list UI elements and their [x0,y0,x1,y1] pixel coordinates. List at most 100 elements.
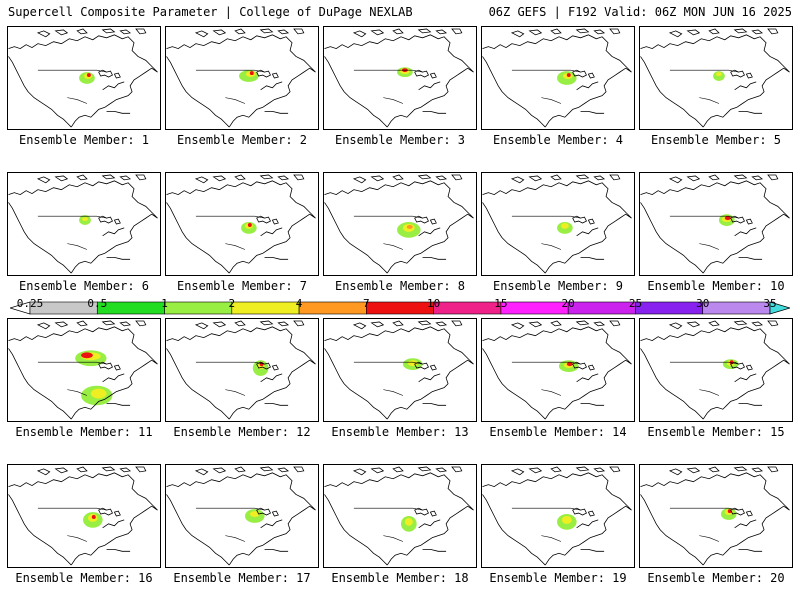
colorbar-segment [231,301,300,315]
ensemble-panel: Ensemble Member: 1 [7,26,161,154]
coastline [8,472,158,566]
border-line [669,361,739,396]
border-line [195,361,265,396]
ensemble-member-caption: Ensemble Member: 17 [173,571,311,585]
great-lakes [256,361,279,371]
arctic-islands [194,174,305,184]
ensemble-map [165,26,319,130]
ensemble-panel: Ensemble Member: 5 [639,26,793,154]
ensemble-map [7,172,161,276]
ensemble-panel: Ensemble Member: 17 [165,464,319,592]
colorbar-tick-label: 4 [295,297,303,310]
border-line [37,69,107,104]
border-line [195,215,265,250]
great-lakes [414,361,437,371]
ensemble-member-caption: Ensemble Member: 14 [489,425,627,439]
arctic-islands [510,466,621,476]
ensemble-member-caption: Ensemble Member: 5 [650,133,782,147]
border-line [511,361,581,396]
ensemble-map [481,172,635,276]
arctic-islands [36,28,147,38]
arctic-islands [36,320,147,330]
scp-contour [724,216,731,221]
scp-contour [716,72,722,77]
ensemble-map [639,172,793,276]
great-lakes [730,215,753,225]
scp-contour [81,352,93,359]
colorbar-segment [433,301,502,315]
ensemble-map [481,464,635,568]
coastline [324,472,474,566]
arctic-islands [510,174,621,184]
scp-contour [566,362,573,367]
ensemble-member-caption: Ensemble Member: 6 [18,279,150,293]
ensemble-member-caption: Ensemble Member: 10 [647,279,785,293]
arctic-islands [668,28,779,38]
arctic-islands [668,174,779,184]
ensemble-member-caption: Ensemble Member: 8 [334,279,466,293]
colorbar-tick-label: 35 [763,297,777,310]
ensemble-map [323,318,477,422]
border-line [511,215,581,250]
border-line [37,361,107,396]
great-lakes [572,215,595,225]
colorbar-tick-label: 10 [427,297,441,310]
ensemble-member-caption: Ensemble Member: 3 [334,133,466,147]
ensemble-panel: Ensemble Member: 13 [323,318,477,446]
coastline [166,326,316,420]
ensemble-map [7,464,161,568]
ensemble-member-caption: Ensemble Member: 7 [176,279,308,293]
border-line [511,507,581,542]
coastline [640,34,790,128]
coastline [482,34,632,128]
colorbar-segment [96,301,165,315]
border-line [511,69,581,104]
scp-contour [406,224,413,229]
colorbar-tick-label: 2 [228,297,236,310]
ensemble-panel: Ensemble Member: 12 [165,318,319,446]
ensemble-panel: Ensemble Member: 3 [323,26,477,154]
great-lakes [730,507,753,517]
colorbar-tick-label: 0.25 [16,297,44,310]
scp-contour [404,517,413,526]
scp-contour [566,73,571,78]
great-lakes [730,69,753,79]
ensemble-panel: Ensemble Member: 11 [7,318,161,446]
ensemble-map [165,464,319,568]
ensemble-panel: Ensemble Member: 9 [481,172,635,300]
colorbar [10,301,790,315]
ensemble-map [481,318,635,422]
arctic-islands [194,320,305,330]
coastline [166,472,316,566]
great-lakes [98,507,121,517]
ensemble-panel: Ensemble Member: 6 [7,172,161,300]
scp-contour [713,71,725,81]
ensemble-map [323,26,477,130]
border-line [353,361,423,396]
great-lakes [572,507,595,517]
ensemble-panel: Ensemble Member: 4 [481,26,635,154]
colorbar-segment [164,301,233,315]
arctic-islands [194,466,305,476]
coastline [8,180,158,274]
border-line [37,507,107,542]
arctic-islands [510,28,621,38]
coastline [640,180,790,274]
ensemble-map [165,172,319,276]
colorbar-tick-label: 20 [561,297,575,310]
header-valid-time: 06Z GEFS | F192 Valid: 06Z MON JUN 16 20… [488,5,792,19]
scp-contour [91,515,96,519]
coastline [324,180,474,274]
arctic-islands [352,466,463,476]
colorbar-tick-label: 15 [494,297,508,310]
colorbar-arrow-right [769,301,790,315]
scp-contour [247,223,252,227]
great-lakes [414,215,437,225]
ensemble-member-caption: Ensemble Member: 20 [647,571,785,585]
coastline [8,34,158,128]
coastline [166,34,316,128]
ensemble-panel: Ensemble Member: 15 [639,318,793,446]
ensemble-panel: Ensemble Member: 20 [639,464,793,592]
scp-contour [82,217,88,222]
ensemble-panel: Ensemble Member: 8 [323,172,477,300]
